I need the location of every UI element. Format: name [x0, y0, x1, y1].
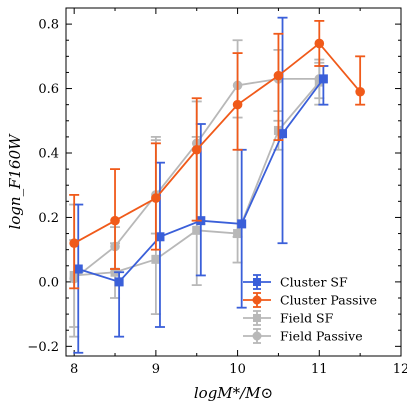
y-tick-label: 0.6: [38, 82, 59, 97]
data-point: [114, 277, 124, 287]
legend-item: Cluster SF: [243, 274, 348, 290]
legend-marker: [252, 295, 262, 305]
data-point: [191, 144, 202, 155]
data-point: [69, 238, 79, 249]
legend-marker: [253, 278, 261, 286]
plot-frame: [65, 7, 402, 357]
y-tick-label: 0.8: [38, 18, 59, 33]
data-point: [151, 193, 161, 203]
y-tick-label: 0.2: [38, 211, 59, 226]
x-tick-label: 12: [393, 362, 407, 377]
legend-item: Cluster Passive: [243, 292, 377, 308]
legend-label: Cluster Passive: [280, 293, 377, 308]
legend-item: Field SF: [243, 310, 334, 326]
series-line: [73, 42, 361, 245]
x-tick-label: 10: [229, 362, 246, 377]
series-layer: [69, 16, 366, 354]
legend-label: Field Passive: [280, 329, 363, 344]
series-cluster-passive: [69, 19, 366, 290]
x-tick-label: 8: [70, 362, 78, 377]
x-tick-label: 9: [152, 362, 160, 377]
legend-marker: [252, 331, 262, 341]
data-point: [318, 74, 328, 84]
data-point: [273, 70, 284, 81]
legend-label: Cluster SF: [280, 275, 348, 290]
legend-item: Field Passive: [243, 328, 363, 344]
x-axis-label: logM*/M⊙: [194, 384, 273, 402]
data-point: [314, 38, 325, 49]
legend-label: Field SF: [280, 311, 334, 326]
y-tick-label: 0.0: [38, 275, 59, 290]
data-point: [73, 264, 83, 274]
data-point: [155, 232, 165, 242]
tick-labels: 8 9 10 11 12 −0.2 0.0 0.2 0.4 0.6 0.8: [27, 18, 407, 377]
y-axis-label: logn_F160W: [6, 133, 24, 230]
legend: Cluster SF Cluster Passive Field SF Field P…: [243, 274, 377, 344]
legend-marker: [253, 314, 261, 322]
data-point: [355, 86, 365, 97]
data-point: [237, 219, 247, 229]
data-point: [232, 99, 243, 110]
y-tick-label: −0.2: [27, 340, 59, 355]
y-tick-label: 0.4: [38, 147, 59, 162]
data-point: [192, 225, 202, 235]
data-point: [110, 215, 120, 226]
x-tick-label: 11: [311, 362, 328, 377]
data-point: [151, 254, 161, 264]
data-point: [278, 129, 288, 139]
